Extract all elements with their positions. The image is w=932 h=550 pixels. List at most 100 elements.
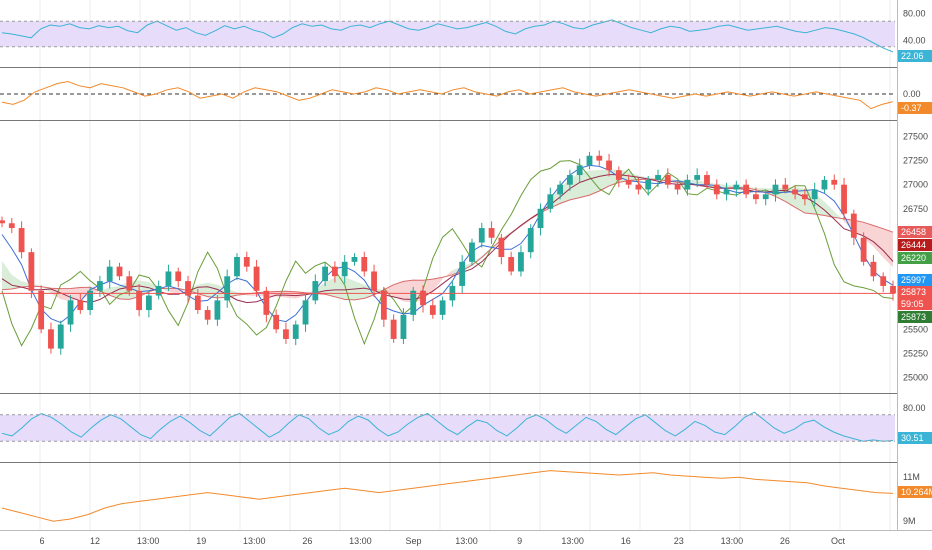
candle-body bbox=[704, 175, 710, 185]
candle-body bbox=[165, 271, 172, 286]
candle-body bbox=[322, 266, 329, 282]
price-pane[interactable] bbox=[0, 150, 896, 355]
rsi-tick-label: 80.00 bbox=[903, 9, 926, 19]
candle-body bbox=[841, 184, 847, 214]
time-axis-label: 13:00 bbox=[455, 536, 478, 546]
candle-body bbox=[420, 290, 426, 306]
time-axis-label: 13:00 bbox=[243, 536, 266, 546]
volume-indicator-pane[interactable] bbox=[1, 470, 894, 522]
candle-body bbox=[77, 300, 84, 311]
time-axis-label: 13:00 bbox=[349, 536, 372, 546]
oscillator-current-value-tag-bg bbox=[898, 102, 932, 114]
time-axis-label: 13:00 bbox=[721, 536, 744, 546]
time-axis-label: 19 bbox=[196, 536, 206, 546]
candle-body bbox=[273, 314, 280, 330]
oscillator-tick-label: 0.00 bbox=[903, 89, 921, 99]
rsi-line bbox=[1, 19, 894, 53]
candle-body bbox=[410, 290, 417, 315]
candle-body bbox=[684, 179, 691, 190]
candle-body bbox=[0, 220, 5, 224]
candle-body bbox=[312, 281, 319, 301]
time-axis-label: 13:00 bbox=[137, 536, 160, 546]
price-tag: 25997 bbox=[901, 275, 926, 285]
volume-current-value-tag: 10.264M bbox=[901, 487, 932, 497]
rsi-pane-bottom[interactable] bbox=[0, 411, 895, 442]
rsi-current-value-tag: 22.06 bbox=[901, 51, 924, 61]
candle-body bbox=[126, 276, 133, 291]
candle-body bbox=[429, 305, 436, 315]
volume-tick-label: 11M bbox=[903, 472, 920, 482]
price-tag: 26220 bbox=[901, 253, 926, 263]
pane-separators[interactable] bbox=[0, 0, 932, 531]
price-tags: 22.06 -0.37 26458 26444 26220 25997 25873 59:05… bbox=[898, 50, 932, 498]
candle-body bbox=[713, 184, 720, 195]
candle-body bbox=[253, 266, 260, 291]
candle-body bbox=[537, 208, 544, 229]
time-axis-label: 26 bbox=[780, 536, 790, 546]
price-tick-label: 27500 bbox=[903, 131, 928, 141]
candle-body bbox=[145, 295, 152, 311]
candle-body bbox=[792, 189, 798, 195]
candle-body bbox=[292, 324, 299, 339]
rsi-current-value-tag-bg bbox=[898, 432, 932, 444]
time-axis-label: 13:00 bbox=[561, 536, 584, 546]
price-tag: 25873 bbox=[901, 287, 926, 297]
candle-body bbox=[772, 184, 779, 195]
candle-body bbox=[204, 310, 211, 320]
price-tag: 25873 bbox=[901, 312, 926, 322]
rsi-pane-top[interactable] bbox=[0, 19, 895, 53]
volume-line bbox=[1, 470, 894, 522]
candle-body bbox=[801, 194, 808, 200]
price-tag-bg bbox=[898, 298, 932, 310]
candle-body bbox=[361, 257, 368, 272]
candle-body bbox=[194, 295, 201, 311]
candle-body bbox=[106, 266, 113, 282]
candle-body bbox=[263, 290, 270, 315]
time-axis-label: Sep bbox=[405, 536, 421, 546]
oscillator-line bbox=[1, 80, 894, 110]
candle-body bbox=[439, 300, 446, 315]
candle-body bbox=[136, 290, 142, 311]
candle-body bbox=[87, 290, 94, 311]
candle-body bbox=[860, 237, 867, 262]
candle-body bbox=[97, 281, 103, 291]
candle-body bbox=[48, 329, 54, 349]
candle-body bbox=[498, 237, 505, 257]
price-axis[interactable]: 80.00 40.00 0.00 27500 27250 27000 26750 25500 2… bbox=[903, 9, 928, 527]
rsi-line bbox=[1, 411, 894, 442]
candle-body bbox=[870, 261, 877, 277]
candle-body bbox=[850, 213, 857, 238]
candle-body bbox=[723, 189, 730, 195]
price-tag-bg bbox=[898, 311, 932, 323]
candle-body bbox=[664, 175, 671, 185]
time-axis[interactable]: 6 12 13:00 19 13:00 26 13:00 Sep 13:00 9 13:00 16 23… bbox=[39, 536, 845, 546]
price-tag-bg bbox=[898, 274, 932, 286]
candle-body bbox=[459, 261, 466, 286]
candle-body bbox=[645, 179, 652, 190]
time-axis-label: 12 bbox=[90, 536, 100, 546]
candle-body bbox=[28, 252, 35, 291]
price-tag: 26444 bbox=[901, 240, 926, 250]
oscillator-pane[interactable] bbox=[0, 80, 895, 110]
candle-body bbox=[811, 189, 818, 200]
candle-body bbox=[18, 228, 25, 253]
rsi-current-value-tag: 30.51 bbox=[901, 433, 924, 443]
rsi-band bbox=[0, 414, 895, 442]
price-tag-bg bbox=[898, 252, 932, 264]
candlesticks bbox=[0, 150, 896, 355]
candle-body bbox=[596, 155, 603, 161]
candle-body bbox=[743, 184, 750, 195]
candle-body bbox=[175, 271, 182, 282]
candle-body bbox=[214, 300, 221, 320]
price-tick-label: 25250 bbox=[903, 348, 928, 358]
time-axis-label: 26 bbox=[302, 536, 312, 546]
rsi-tick-label: 40.00 bbox=[903, 35, 926, 45]
price-tag: 59:05 bbox=[901, 299, 924, 309]
price-tag-bg bbox=[898, 239, 932, 251]
candle-body bbox=[155, 285, 162, 296]
price-tag-bg bbox=[898, 286, 932, 298]
candle-body bbox=[586, 155, 593, 166]
candle-body bbox=[185, 281, 191, 296]
